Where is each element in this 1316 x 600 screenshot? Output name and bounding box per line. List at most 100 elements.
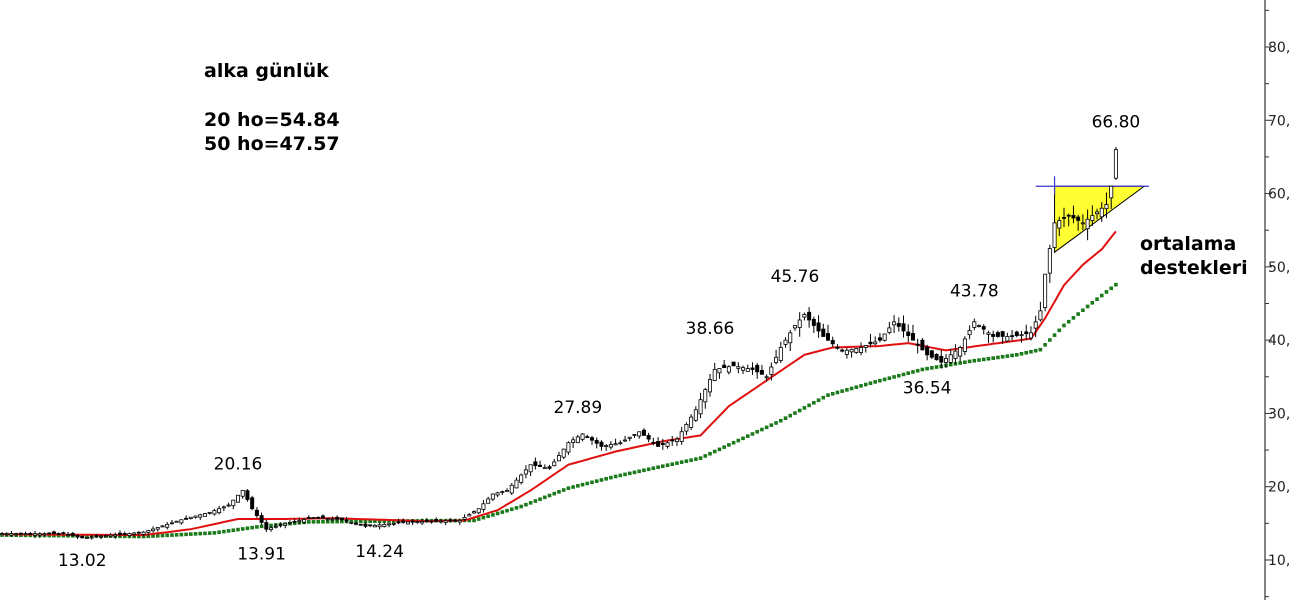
candle bbox=[590, 435, 595, 445]
candle-body bbox=[132, 532, 137, 535]
ma50-point bbox=[901, 372, 906, 377]
chart-title: alka günlük bbox=[204, 59, 329, 83]
candle-body bbox=[353, 522, 358, 525]
candle bbox=[769, 362, 774, 381]
ma50-point bbox=[0, 533, 4, 537]
candle bbox=[1014, 330, 1019, 338]
candle bbox=[840, 348, 845, 353]
candle bbox=[122, 531, 127, 536]
candle-body bbox=[552, 461, 557, 467]
ma50-point bbox=[566, 486, 571, 490]
ma50-point bbox=[292, 521, 297, 526]
ma50-point bbox=[1062, 323, 1066, 328]
candle-body bbox=[712, 369, 717, 381]
candle-body bbox=[741, 367, 746, 371]
candle-body bbox=[717, 368, 722, 374]
ma50-point bbox=[793, 411, 797, 415]
candle bbox=[689, 414, 694, 430]
candle-body bbox=[538, 464, 543, 467]
candle-body bbox=[1076, 216, 1081, 221]
candle bbox=[934, 353, 939, 361]
ma50-point bbox=[915, 368, 920, 373]
candle bbox=[335, 515, 340, 521]
candle bbox=[948, 348, 953, 364]
ma50-point bbox=[845, 388, 849, 392]
candle bbox=[1033, 315, 1038, 338]
triangle-pattern bbox=[1035, 176, 1149, 254]
candle bbox=[292, 518, 297, 524]
candle bbox=[254, 507, 259, 518]
ma50-point bbox=[594, 479, 599, 483]
candle-body bbox=[1010, 335, 1015, 338]
candle-body bbox=[958, 347, 963, 357]
candle-body bbox=[580, 433, 585, 440]
ma50-point bbox=[174, 533, 179, 537]
candle bbox=[561, 448, 566, 460]
ma50-point bbox=[1019, 351, 1024, 356]
ma50-point bbox=[665, 463, 670, 467]
candle-body bbox=[1099, 207, 1104, 218]
candle-body bbox=[556, 455, 561, 462]
candle-body bbox=[84, 537, 89, 539]
candle-body bbox=[99, 535, 104, 538]
candle-body bbox=[750, 367, 755, 370]
candle bbox=[344, 517, 349, 523]
candle bbox=[151, 526, 156, 533]
candle-body bbox=[37, 533, 42, 536]
ma50-point bbox=[802, 406, 807, 410]
candle bbox=[56, 532, 61, 535]
ma50-point bbox=[325, 519, 330, 524]
ma50-point bbox=[52, 533, 56, 538]
candle bbox=[14, 532, 19, 537]
candle bbox=[1071, 205, 1076, 224]
candle-body bbox=[495, 492, 500, 496]
candle bbox=[396, 518, 401, 525]
y-tick-label: 50, bbox=[1268, 260, 1290, 276]
candle bbox=[325, 517, 330, 521]
ma50-point bbox=[387, 519, 391, 523]
y-tick-label: 80, bbox=[1268, 40, 1290, 56]
ma50-point bbox=[661, 464, 665, 468]
ma50-point bbox=[873, 380, 877, 384]
ma50-point bbox=[1081, 308, 1085, 313]
ma50-point bbox=[146, 534, 151, 539]
ma50-point bbox=[217, 530, 221, 535]
candle-body bbox=[769, 366, 774, 375]
candle-body bbox=[302, 519, 307, 523]
candle bbox=[509, 483, 514, 496]
ma50-point bbox=[750, 432, 755, 436]
candle-body bbox=[198, 514, 203, 518]
candle bbox=[854, 347, 859, 354]
candle bbox=[339, 517, 344, 521]
candle bbox=[368, 524, 373, 528]
candle-body bbox=[264, 522, 269, 530]
ma50-point bbox=[495, 511, 500, 516]
candle bbox=[47, 532, 52, 535]
candle-body bbox=[462, 517, 467, 520]
candle-body bbox=[778, 347, 783, 361]
candle bbox=[722, 359, 727, 369]
ma50-point bbox=[122, 534, 127, 539]
candle-body bbox=[66, 534, 71, 537]
ma50-point bbox=[609, 475, 613, 480]
ma50-point bbox=[599, 478, 604, 482]
candle-body bbox=[849, 348, 854, 353]
candle bbox=[906, 324, 911, 343]
candle bbox=[420, 518, 425, 526]
candle bbox=[136, 531, 141, 536]
candle-body bbox=[1104, 204, 1109, 210]
candle bbox=[783, 337, 788, 348]
ma50-point bbox=[255, 525, 259, 529]
price-annotation: 66.80 bbox=[1092, 113, 1141, 133]
ma50-point bbox=[632, 470, 637, 475]
candle-body bbox=[311, 517, 316, 519]
candle bbox=[273, 523, 278, 529]
candle bbox=[66, 531, 71, 537]
ma50-point bbox=[330, 519, 335, 524]
candle-body bbox=[0, 533, 4, 536]
candle bbox=[910, 324, 915, 341]
ma50-point bbox=[826, 393, 830, 397]
candle-body bbox=[103, 535, 108, 538]
candle bbox=[405, 521, 410, 525]
ma50-point bbox=[830, 391, 835, 396]
